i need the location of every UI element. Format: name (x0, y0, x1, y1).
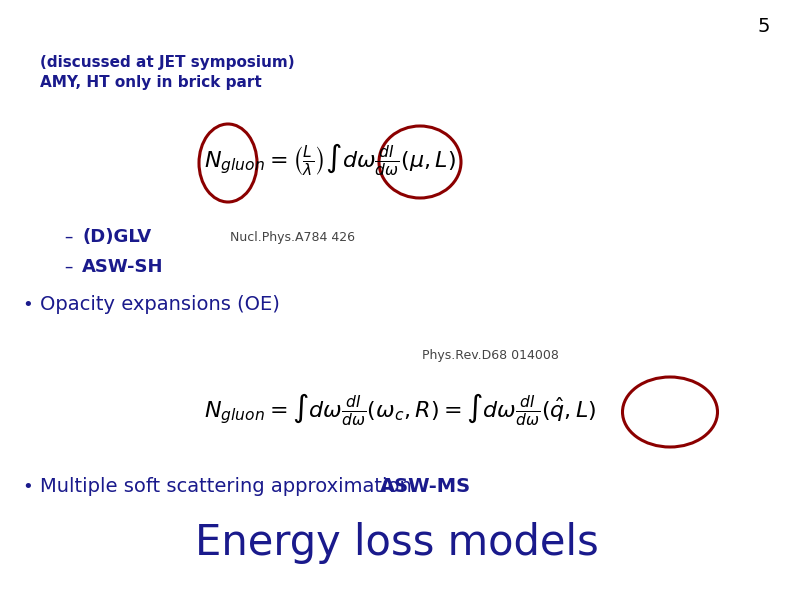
Text: AMY, HT only in brick part: AMY, HT only in brick part (40, 74, 262, 89)
Text: $N_{gluon} = \left(\frac{L}{\lambda}\right) \int d\omega \frac{dI}{d\omega}(\mu,: $N_{gluon} = \left(\frac{L}{\lambda}\rig… (204, 142, 456, 178)
Text: 5: 5 (757, 17, 770, 36)
Text: –: – (64, 228, 72, 246)
Text: (discussed at JET symposium): (discussed at JET symposium) (40, 55, 295, 70)
Text: (D)GLV: (D)GLV (82, 228, 151, 246)
Text: –: – (64, 258, 72, 276)
Text: Energy loss models: Energy loss models (195, 522, 599, 564)
Text: Nucl.Phys.A784 426: Nucl.Phys.A784 426 (230, 230, 355, 243)
Text: •: • (22, 478, 33, 496)
Text: Multiple soft scattering approximation: Multiple soft scattering approximation (40, 478, 418, 496)
Text: $N_{gluon} = \int d\omega \frac{dI}{d\omega}(\omega_c, R) = \int d\omega \frac{d: $N_{gluon} = \int d\omega \frac{dI}{d\om… (204, 392, 596, 428)
Text: ASW-MS: ASW-MS (380, 478, 471, 496)
Text: •: • (22, 296, 33, 314)
Text: ASW-SH: ASW-SH (82, 258, 164, 276)
Text: Phys.Rev.D68 014008: Phys.Rev.D68 014008 (422, 349, 558, 362)
Text: Opacity expansions (OE): Opacity expansions (OE) (40, 296, 279, 315)
